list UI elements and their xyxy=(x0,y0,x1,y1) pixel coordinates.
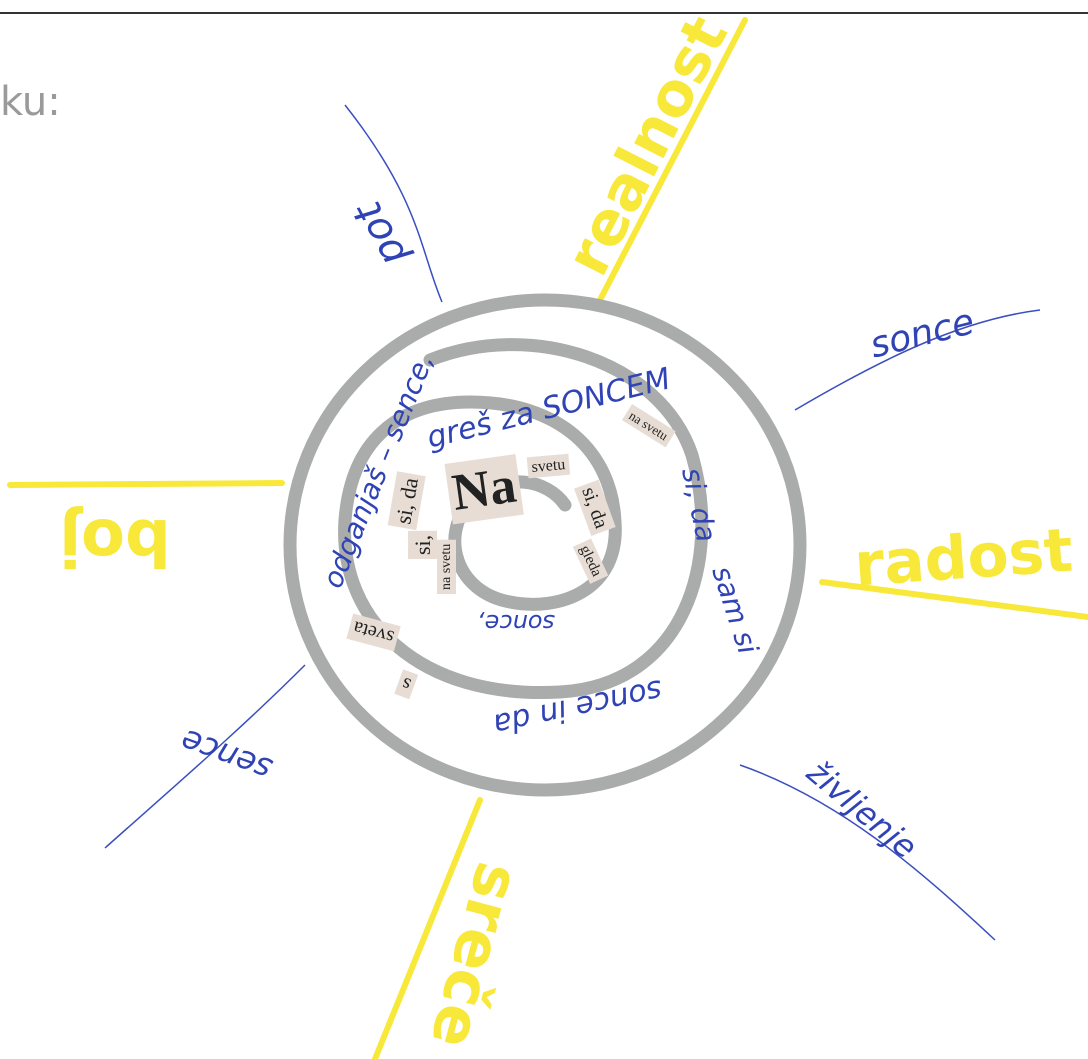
ray-line xyxy=(104,664,306,849)
clipping-paper xyxy=(408,530,437,559)
clipping-paper xyxy=(387,471,426,531)
clipping: svetu xyxy=(526,453,571,479)
clipping-paper xyxy=(574,479,616,536)
clipping: si, xyxy=(408,530,437,559)
clipping: na svetu xyxy=(437,539,456,594)
ray-label: radost xyxy=(852,516,1075,601)
ray-line xyxy=(372,797,483,1059)
spiral xyxy=(283,293,807,797)
yellow-rays xyxy=(7,17,1088,1059)
clipping-paper xyxy=(572,538,609,584)
ray-line xyxy=(794,309,1041,411)
clipping: sveta xyxy=(346,613,401,652)
clipping-text: si, xyxy=(410,535,435,555)
clipping-paper xyxy=(346,613,401,652)
clipping-text: na svetu xyxy=(439,544,454,590)
ray-label: boj xyxy=(59,504,171,578)
clipping-paper xyxy=(394,669,419,700)
outer-ring xyxy=(283,293,807,797)
header-text: ku: xyxy=(0,79,61,125)
spiral-text: sonce, xyxy=(477,609,555,637)
clipping-text: svetu xyxy=(531,456,566,476)
clipping: si, da xyxy=(387,471,426,531)
blue-rays xyxy=(104,104,1041,941)
ray-line xyxy=(344,104,443,303)
spiral-path xyxy=(338,338,709,700)
clipping: s xyxy=(394,669,419,700)
clipping-paper xyxy=(526,453,571,479)
clipping: Na xyxy=(444,454,524,525)
ray-line xyxy=(739,764,996,941)
ray-line xyxy=(819,579,1088,620)
clipping-paper xyxy=(444,454,524,525)
clipping-paper xyxy=(621,404,676,448)
ray-line xyxy=(597,17,748,303)
ray-line xyxy=(7,480,285,488)
clipping-paper xyxy=(437,539,456,594)
clipping-text: Na xyxy=(449,457,520,522)
